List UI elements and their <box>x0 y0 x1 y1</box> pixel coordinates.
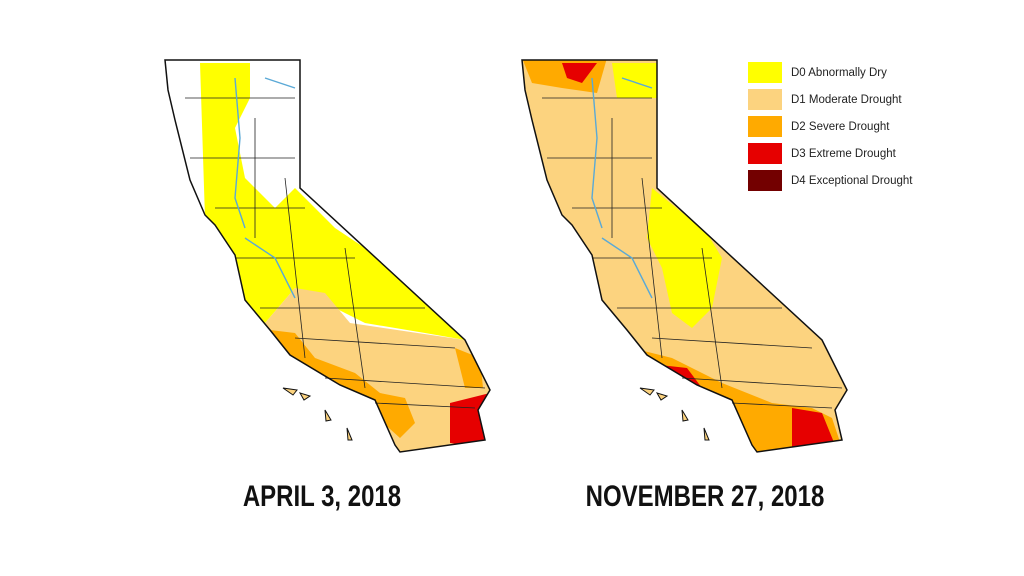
legend-label: D3 Extreme Drought <box>791 148 897 160</box>
legend-swatch <box>748 143 782 164</box>
legend-label: D2 Severe Drought <box>791 121 890 133</box>
legend: D0 Abnormally Dry D1 Moderate Drought D2 S… <box>748 62 913 191</box>
map-november <box>521 59 848 453</box>
legend-swatch <box>748 62 782 83</box>
legend-label: D4 Exceptional Drought <box>791 175 913 187</box>
d1-region <box>265 288 490 452</box>
legend-swatch <box>748 116 782 137</box>
legend-swatch <box>748 170 782 191</box>
d0-region <box>612 63 722 328</box>
d0-region <box>200 63 465 340</box>
legend-label: D0 Abnormally Dry <box>791 67 887 79</box>
map-caption: APRIL 3, 2018 <box>243 478 401 512</box>
legend-label: D1 Moderate Drought <box>791 94 902 106</box>
map-caption: NOVEMBER 27, 2018 <box>586 478 825 512</box>
d3-region <box>562 63 837 450</box>
legend-swatch <box>748 89 782 110</box>
map-april <box>164 59 491 453</box>
